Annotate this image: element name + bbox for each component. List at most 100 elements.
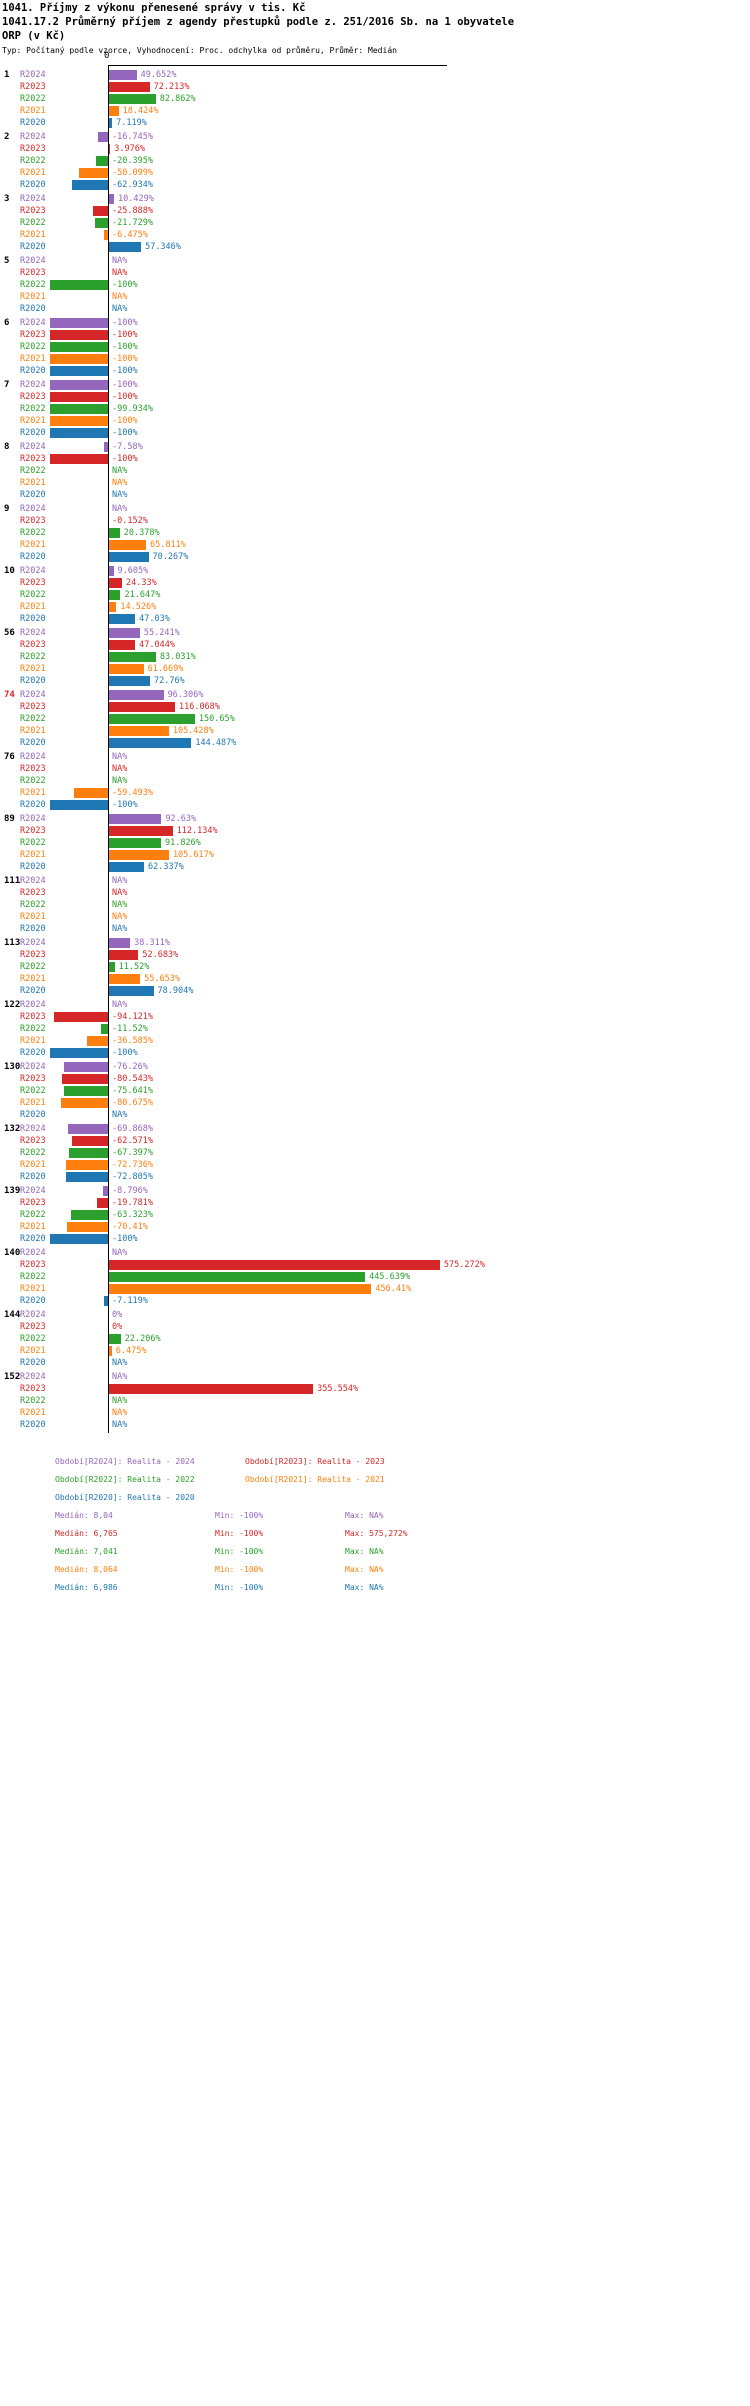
bar-r2023[interactable] bbox=[108, 144, 111, 154]
bar-row: R2020 NA% bbox=[0, 1419, 750, 1431]
bar-r2021[interactable] bbox=[108, 664, 144, 674]
bar-r2020[interactable] bbox=[103, 1296, 108, 1306]
bar-r2021[interactable] bbox=[86, 1036, 108, 1046]
bar-r2023[interactable] bbox=[108, 826, 173, 836]
bar-r2020[interactable] bbox=[108, 738, 192, 748]
bar-r2020[interactable] bbox=[50, 366, 108, 376]
bar-r2022[interactable] bbox=[50, 404, 108, 414]
bar-r2021[interactable] bbox=[108, 540, 146, 550]
bar-row: R2021 14.526% bbox=[0, 601, 750, 613]
bar-r2021[interactable] bbox=[79, 168, 108, 178]
bar-r2024[interactable] bbox=[108, 194, 115, 204]
bar-r2023[interactable] bbox=[108, 950, 139, 960]
bar-r2021[interactable] bbox=[108, 106, 119, 116]
bar-r2020[interactable] bbox=[71, 180, 108, 190]
value-label: -100% bbox=[112, 428, 138, 438]
bar-r2022[interactable] bbox=[108, 1334, 121, 1344]
bar-r2024[interactable] bbox=[108, 70, 137, 80]
bar-r2024[interactable] bbox=[108, 628, 140, 638]
bar-r2020[interactable] bbox=[108, 614, 136, 624]
bar-r2022[interactable] bbox=[50, 342, 108, 352]
bar-r2020[interactable] bbox=[108, 986, 154, 996]
series-label: R2022 bbox=[20, 1148, 46, 1158]
bar-r2021[interactable] bbox=[104, 230, 108, 240]
bar-r2022[interactable] bbox=[101, 1024, 108, 1034]
bar-r2024[interactable] bbox=[50, 380, 108, 390]
bar-r2020[interactable] bbox=[50, 1234, 108, 1244]
bar-r2020[interactable] bbox=[108, 862, 144, 872]
bar-r2020[interactable] bbox=[50, 800, 108, 810]
bar-r2020[interactable] bbox=[65, 1172, 108, 1182]
group-label: 3 bbox=[4, 194, 10, 204]
bar-r2024[interactable] bbox=[50, 318, 108, 328]
bar-r2023[interactable] bbox=[50, 392, 108, 402]
bar-r2024[interactable] bbox=[102, 1186, 108, 1196]
value-label: 21.647% bbox=[124, 590, 161, 600]
bar-r2020[interactable] bbox=[108, 552, 149, 562]
bar-r2022[interactable] bbox=[108, 94, 156, 104]
bar-r2020[interactable] bbox=[50, 428, 108, 438]
bar-r2024[interactable] bbox=[108, 938, 131, 948]
bar-r2021[interactable] bbox=[66, 1160, 108, 1170]
bar-r2022[interactable] bbox=[108, 528, 120, 538]
bar-r2024[interactable] bbox=[103, 442, 108, 452]
bar-r2022[interactable] bbox=[50, 280, 108, 290]
bar-r2021[interactable] bbox=[108, 974, 141, 984]
bar-r2024[interactable] bbox=[108, 690, 164, 700]
bar-r2023[interactable] bbox=[108, 702, 175, 712]
bar-r2022[interactable] bbox=[95, 218, 108, 228]
legend-item-r2024: Období[R2024]: Realita - 2024 bbox=[55, 1457, 195, 1466]
bar-r2022[interactable] bbox=[108, 962, 115, 972]
bar-r2023[interactable] bbox=[108, 1384, 314, 1394]
bar-r2021[interactable] bbox=[108, 602, 117, 612]
bar-r2021[interactable] bbox=[67, 1222, 108, 1232]
bar-r2023[interactable] bbox=[61, 1074, 108, 1084]
bar-r2023[interactable] bbox=[50, 330, 108, 340]
bar-r2023[interactable] bbox=[96, 1198, 108, 1208]
bar-r2021[interactable] bbox=[108, 850, 169, 860]
bar-r2023[interactable] bbox=[108, 82, 150, 92]
bar-r2022[interactable] bbox=[96, 156, 108, 166]
bar-row: R2023 355.554% bbox=[0, 1383, 750, 1395]
bar-r2023[interactable] bbox=[71, 1136, 108, 1146]
bar-r2020[interactable] bbox=[108, 676, 150, 686]
bar-r2021[interactable] bbox=[61, 1098, 108, 1108]
bar-r2024[interactable] bbox=[108, 814, 162, 824]
value-label: NA% bbox=[112, 912, 128, 922]
bar-r2021[interactable] bbox=[108, 1346, 112, 1356]
bar-r2021[interactable] bbox=[108, 1284, 372, 1294]
bar-r2022[interactable] bbox=[108, 838, 161, 848]
bar-r2021[interactable] bbox=[73, 788, 108, 798]
bar-r2020[interactable] bbox=[50, 1048, 108, 1058]
series-label: R2024 bbox=[20, 70, 46, 80]
bar-r2024[interactable] bbox=[98, 132, 108, 142]
bar-r2023[interactable] bbox=[108, 578, 123, 588]
bar-r2024[interactable] bbox=[64, 1062, 108, 1072]
bar-r2022[interactable] bbox=[69, 1148, 108, 1158]
bar-row: R2023 -94.121% bbox=[0, 1011, 750, 1023]
bar-r2022[interactable] bbox=[108, 1272, 366, 1282]
bar-r2024[interactable] bbox=[108, 566, 114, 576]
bar-r2023[interactable] bbox=[50, 454, 108, 464]
legend-item-r2020: Období[R2020]: Realita - 2020 bbox=[55, 1493, 195, 1502]
bar-row: R2021 -50.099% bbox=[0, 167, 750, 179]
bar-r2024[interactable] bbox=[67, 1124, 108, 1134]
value-label: NA% bbox=[112, 256, 128, 266]
bar-r2020[interactable] bbox=[108, 242, 142, 252]
bar-r2023[interactable] bbox=[108, 1260, 440, 1270]
bar-r2023[interactable] bbox=[108, 640, 136, 650]
bar-r2022[interactable] bbox=[71, 1210, 108, 1220]
bar-r2022[interactable] bbox=[108, 652, 156, 662]
bar-r2021[interactable] bbox=[108, 726, 169, 736]
bar-r2023[interactable] bbox=[93, 206, 108, 216]
bar-r2021[interactable] bbox=[50, 416, 108, 426]
bar-r2022[interactable] bbox=[108, 714, 195, 724]
bar-r2022[interactable] bbox=[108, 590, 121, 600]
bar-r2020[interactable] bbox=[108, 118, 113, 128]
bar-r2023[interactable] bbox=[53, 1012, 108, 1022]
bar-r2022[interactable] bbox=[64, 1086, 108, 1096]
bar-r2021[interactable] bbox=[50, 354, 108, 364]
bar-row: R2024 NA% bbox=[0, 1371, 750, 1383]
bar-row: R2024 -100% bbox=[0, 317, 750, 329]
bar-row: R2023 -25.888% bbox=[0, 205, 750, 217]
